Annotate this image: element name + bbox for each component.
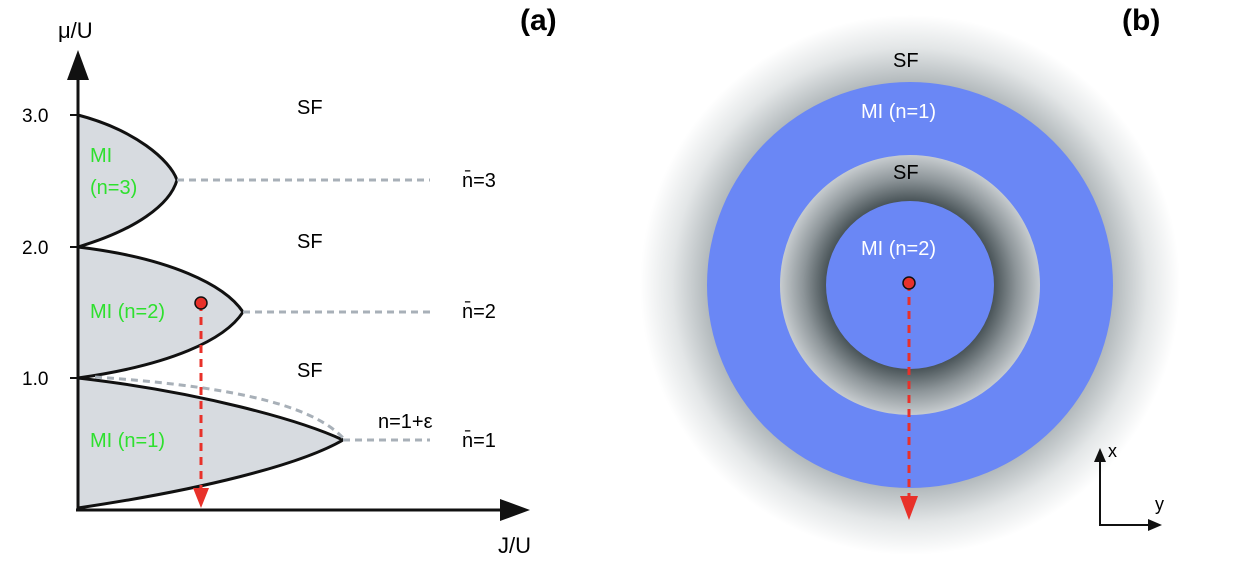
filling-label-n1-epsilon: n=1+ε [378, 411, 433, 433]
mi-n3-label-line1: MI [90, 145, 112, 167]
trajectory-arrowhead-b [900, 496, 918, 520]
panel-b: (b) SF MI (n=1) SF MI (n=2) x y [640, 4, 1180, 555]
y-tick-label-2: 2.0 [22, 238, 48, 259]
y-axis-arrowhead [67, 50, 89, 80]
mi-n1-label: MI (n=1) [90, 430, 165, 452]
n1-epsilon-boundary [94, 375, 347, 441]
mi-n2-core-label: MI (n=2) [861, 238, 936, 260]
panel-a: (a) μ/U J/U 1.0 2.0 3.0 SF SF SF MI (n=3… [22, 4, 557, 558]
mi-n3-label-line2: (n=3) [90, 177, 137, 199]
coord-y-label: y [1155, 494, 1164, 514]
inner-sf-label: SF [893, 162, 919, 184]
mi-n1-ring-label: MI (n=1) [861, 101, 936, 123]
sf-label-bottom: SF [297, 360, 323, 382]
trajectory-start-point-b [902, 276, 916, 290]
sf-label-middle: SF [297, 231, 323, 253]
panel-a-label: (a) [520, 4, 557, 37]
panel-b-label: (b) [1122, 4, 1160, 37]
x-axis-arrowhead [500, 499, 530, 521]
sf-label-top: SF [297, 97, 323, 119]
trajectory-start-point-a [194, 296, 208, 310]
mi-lobe-n3 [76, 113, 179, 250]
mi-lobe-n1 [76, 376, 347, 510]
coord-y-arrowhead [1148, 519, 1162, 531]
x-axis-label: J/U [498, 533, 531, 558]
y-axis-label: μ/U [58, 18, 93, 43]
filling-label-n1: n̄=1 [462, 429, 496, 452]
y-tick-label-3: 3.0 [22, 106, 48, 127]
outer-sf-label: SF [893, 50, 919, 72]
mi-n2-label: MI (n=2) [90, 301, 165, 323]
coord-x-label: x [1108, 441, 1117, 461]
trajectory-arrowhead-a [193, 488, 209, 508]
y-tick-label-1: 1.0 [22, 369, 48, 390]
coord-x-arrowhead [1094, 448, 1106, 462]
mi-lobe-n2 [76, 245, 245, 380]
filling-label-n2: n̄=2 [462, 300, 496, 323]
filling-label-n3: n̄=3 [462, 169, 496, 192]
